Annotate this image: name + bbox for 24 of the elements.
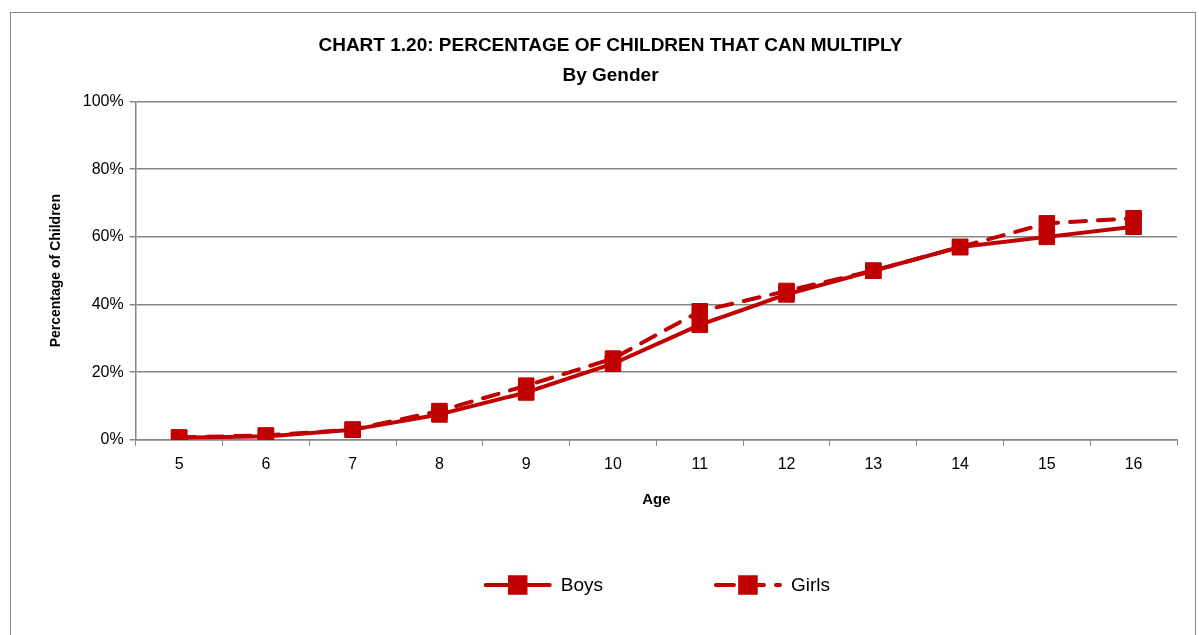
x-tick-label: 8 (434, 454, 444, 472)
y-tick-label: 100% (82, 92, 124, 110)
y-tick-label: 40% (91, 294, 124, 312)
x-tick-label: 15 (1037, 454, 1056, 472)
legend-label: Boys (560, 574, 603, 596)
x-tick-label: 9 (521, 454, 531, 472)
x-tick-label: 16 (1124, 454, 1143, 472)
y-tick-label: 60% (91, 227, 124, 245)
x-tick-label: 12 (777, 454, 796, 472)
y-tick-label: 0% (100, 430, 124, 448)
x-tick-label: 13 (864, 454, 883, 472)
x-tick-label: 10 (604, 454, 622, 472)
x-tick-label: 14 (951, 454, 970, 472)
y-tick-label: 20% (91, 362, 124, 380)
y-tick-label: 80% (91, 159, 124, 177)
chart-subtitle: By Gender (562, 64, 660, 86)
chart-title: CHART 1.20: PERCENTAGE OF CHILDREN THAT CAN MULTIPLY (318, 33, 903, 55)
legend-label: Girls (790, 574, 831, 596)
x-tick-label: 6 (261, 454, 271, 472)
x-axis-title: Age (642, 490, 671, 508)
x-tick-label: 7 (348, 454, 358, 472)
y-axis-title: Percentage of Children (47, 194, 64, 348)
x-tick-label: 5 (174, 454, 184, 472)
x-tick-label: 11 (691, 454, 709, 472)
